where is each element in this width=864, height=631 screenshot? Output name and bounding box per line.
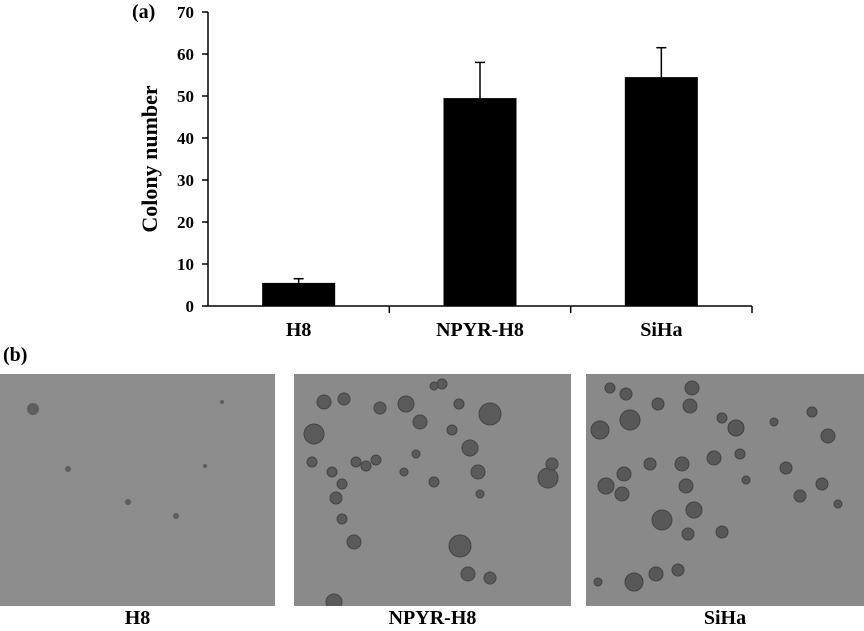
y-tick-label: 10 [177,255,194,274]
y-tick-label: 50 [177,87,194,106]
micrograph-caption-h8: H8 [124,607,151,629]
y-tick-label: 60 [177,45,194,64]
colony-bar-chart: 0 10 20 30 40 50 60 70 Colony number H8 NPYR-H8 SiH… [137,3,753,341]
panel-label-a: (a) [132,1,156,23]
panel-label-b: (b) [3,344,28,366]
bar-npyr-h8 [443,98,517,306]
y-tick-label: 0 [186,297,195,316]
micrograph-caption-siha: SiHa [703,607,747,629]
y-tick-label: 30 [177,171,194,190]
micrograph-h8 [0,374,275,606]
y-tick-label: 20 [177,213,194,232]
bar-h8 [262,282,336,306]
y-tick-label: 70 [177,3,194,22]
micrograph-caption-npyr-h8: NPYR-H8 [388,607,477,629]
x-tick-label: H8 [286,319,312,341]
y-axis-label: Colony number [137,85,162,233]
bar-siha [624,77,698,306]
y-tick-label: 40 [177,129,194,148]
x-tick-label: SiHa [640,319,682,341]
micrograph-siha [586,374,864,606]
x-tick-label: NPYR-H8 [436,319,524,341]
micrograph-npyr-h8 [294,374,571,606]
